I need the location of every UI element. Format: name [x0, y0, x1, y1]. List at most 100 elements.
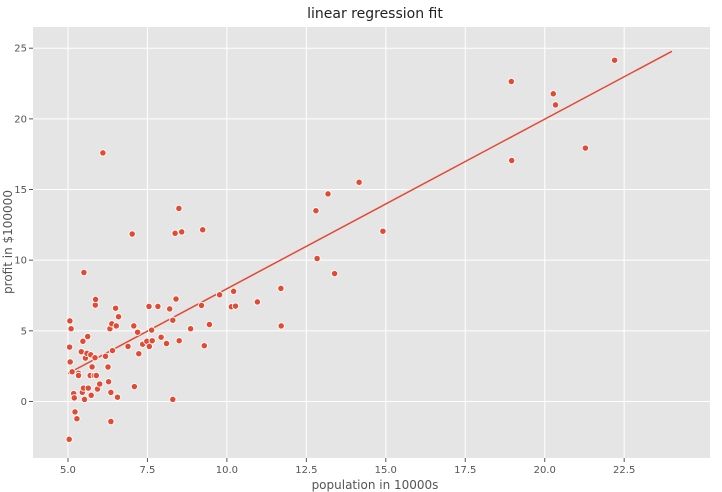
data-point — [104, 378, 113, 386]
data-point — [154, 302, 162, 311]
data-point — [107, 417, 115, 426]
data-point — [610, 56, 619, 64]
data-point — [145, 342, 153, 351]
grid — [33, 27, 710, 458]
data-point — [169, 395, 177, 404]
data-point — [124, 342, 132, 351]
data-point — [112, 322, 120, 330]
data-point — [171, 229, 179, 237]
data-point — [229, 287, 238, 295]
data-point — [175, 337, 183, 345]
data-point — [205, 320, 214, 329]
data-point — [581, 144, 590, 152]
data-point — [68, 368, 76, 376]
data-point — [186, 325, 195, 333]
data-point — [277, 284, 285, 293]
data-point — [145, 302, 153, 311]
data-point — [65, 343, 74, 351]
y-tick-label: 0 — [21, 397, 27, 408]
data-point — [157, 333, 165, 341]
data-point — [162, 339, 171, 348]
data-point — [507, 77, 515, 86]
x-tick-label: 10.0 — [216, 465, 238, 476]
x-tick-label: 20.0 — [534, 465, 556, 476]
x-tick-label: 22.5 — [613, 465, 635, 476]
data-point — [178, 228, 186, 236]
data-point — [108, 346, 117, 355]
data-point — [80, 395, 89, 404]
plot-background — [33, 27, 710, 458]
data-point — [70, 394, 78, 402]
data-point — [67, 325, 75, 333]
data-point — [172, 295, 180, 303]
data-point — [87, 391, 95, 399]
y-tick-label: 10 — [14, 256, 27, 267]
data-point — [66, 317, 74, 325]
chart-title: linear regression fit — [307, 6, 443, 22]
regression-line-layer — [67, 50, 673, 375]
y-tick-label: 5 — [21, 326, 27, 337]
x-tick-label: 5.0 — [60, 465, 76, 476]
data-point — [197, 301, 206, 310]
data-point — [114, 313, 123, 321]
data-point — [107, 388, 115, 397]
data-point — [91, 354, 99, 362]
data-point — [128, 230, 136, 238]
y-tick-label: 15 — [14, 185, 27, 196]
x-tick-label: 12.5 — [295, 465, 317, 476]
data-point — [88, 363, 96, 371]
data-point — [324, 190, 332, 198]
data-point — [508, 156, 516, 165]
x-tick-label: 7.5 — [139, 465, 155, 476]
data-point — [312, 207, 320, 215]
data-point — [130, 382, 139, 391]
data-point — [200, 342, 208, 350]
data-point — [135, 350, 143, 358]
data-point — [65, 435, 73, 443]
x-axis-label: population in 10000s — [312, 478, 439, 492]
data-point — [199, 226, 207, 234]
data-point — [66, 358, 74, 366]
data-point — [253, 298, 262, 306]
data-point — [80, 268, 88, 277]
data-point — [84, 332, 92, 341]
data-point — [549, 90, 557, 98]
data-point — [130, 322, 138, 330]
data-point — [133, 328, 142, 336]
x-axis-ticks: 5.0 7.5 10.0 12.5 15.0 17.5 20.0 22.5 — [60, 458, 635, 476]
data-point — [79, 337, 87, 345]
data-point — [92, 371, 100, 380]
data-point — [313, 254, 321, 263]
y-tick-label: 25 — [14, 44, 27, 55]
y-axis-label: profit in $100000 — [1, 190, 15, 294]
data-point — [355, 178, 363, 186]
data-point — [169, 316, 177, 324]
data-point — [91, 295, 100, 304]
data-point — [175, 204, 183, 213]
data-point — [99, 149, 107, 157]
data-point — [113, 393, 122, 401]
data-point — [84, 384, 92, 392]
x-tick-label: 15.0 — [375, 465, 397, 476]
x-tick-label: 17.5 — [454, 465, 476, 476]
data-point — [147, 326, 156, 334]
data-point — [379, 227, 387, 235]
data-point — [551, 101, 560, 109]
data-point — [231, 302, 240, 310]
data-point — [74, 371, 83, 380]
data-point — [166, 305, 174, 313]
data-point — [111, 304, 120, 312]
data-point — [330, 269, 339, 278]
data-point — [277, 322, 285, 330]
data-point — [71, 408, 79, 416]
data-point — [104, 363, 112, 371]
data-point — [101, 352, 110, 360]
data-point — [148, 337, 156, 345]
data-point — [215, 291, 224, 299]
y-tick-label: 20 — [14, 114, 27, 125]
y-axis-ticks: 0 5 10 15 20 25 — [14, 44, 33, 408]
data-point — [73, 415, 81, 423]
data-point — [96, 380, 104, 388]
